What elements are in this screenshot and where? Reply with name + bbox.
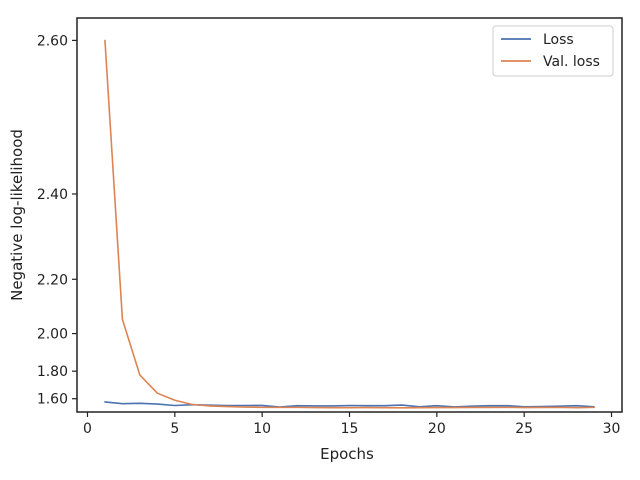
series-line-loss xyxy=(104,401,595,408)
x-tick-label: 20 xyxy=(428,421,446,437)
y-tick-label: 2.20 xyxy=(37,272,68,288)
x-tick-label: 30 xyxy=(603,421,621,437)
y-tick-label: 1.80 xyxy=(37,364,68,380)
series-lines xyxy=(104,39,595,409)
x-tick-label: 5 xyxy=(170,421,179,437)
y-axis: 1.60 1.80 2.00 2.20 2.40 2.60 xyxy=(37,33,77,408)
y-tick-label: 2.60 xyxy=(37,33,68,49)
y-axis-label: Negative log-likelihood xyxy=(8,129,26,301)
plot-frame xyxy=(76,17,623,413)
legend: Loss Val. loss xyxy=(492,25,614,77)
x-axis: 0 5 10 15 20 25 30 xyxy=(83,412,620,437)
x-tick-label: 10 xyxy=(253,421,271,437)
x-axis-label: Epochs xyxy=(320,445,374,463)
y-tick-label: 2.40 xyxy=(37,187,68,203)
legend-label: Val. loss xyxy=(543,54,600,70)
y-tick-label: 1.60 xyxy=(37,392,68,408)
x-tick-label: 0 xyxy=(83,421,92,437)
x-tick-label: 15 xyxy=(341,421,359,437)
series-line-val-loss xyxy=(104,39,595,409)
legend-label: Loss xyxy=(543,32,574,48)
x-tick-label: 25 xyxy=(515,421,533,437)
y-tick-label: 2.00 xyxy=(37,327,68,343)
